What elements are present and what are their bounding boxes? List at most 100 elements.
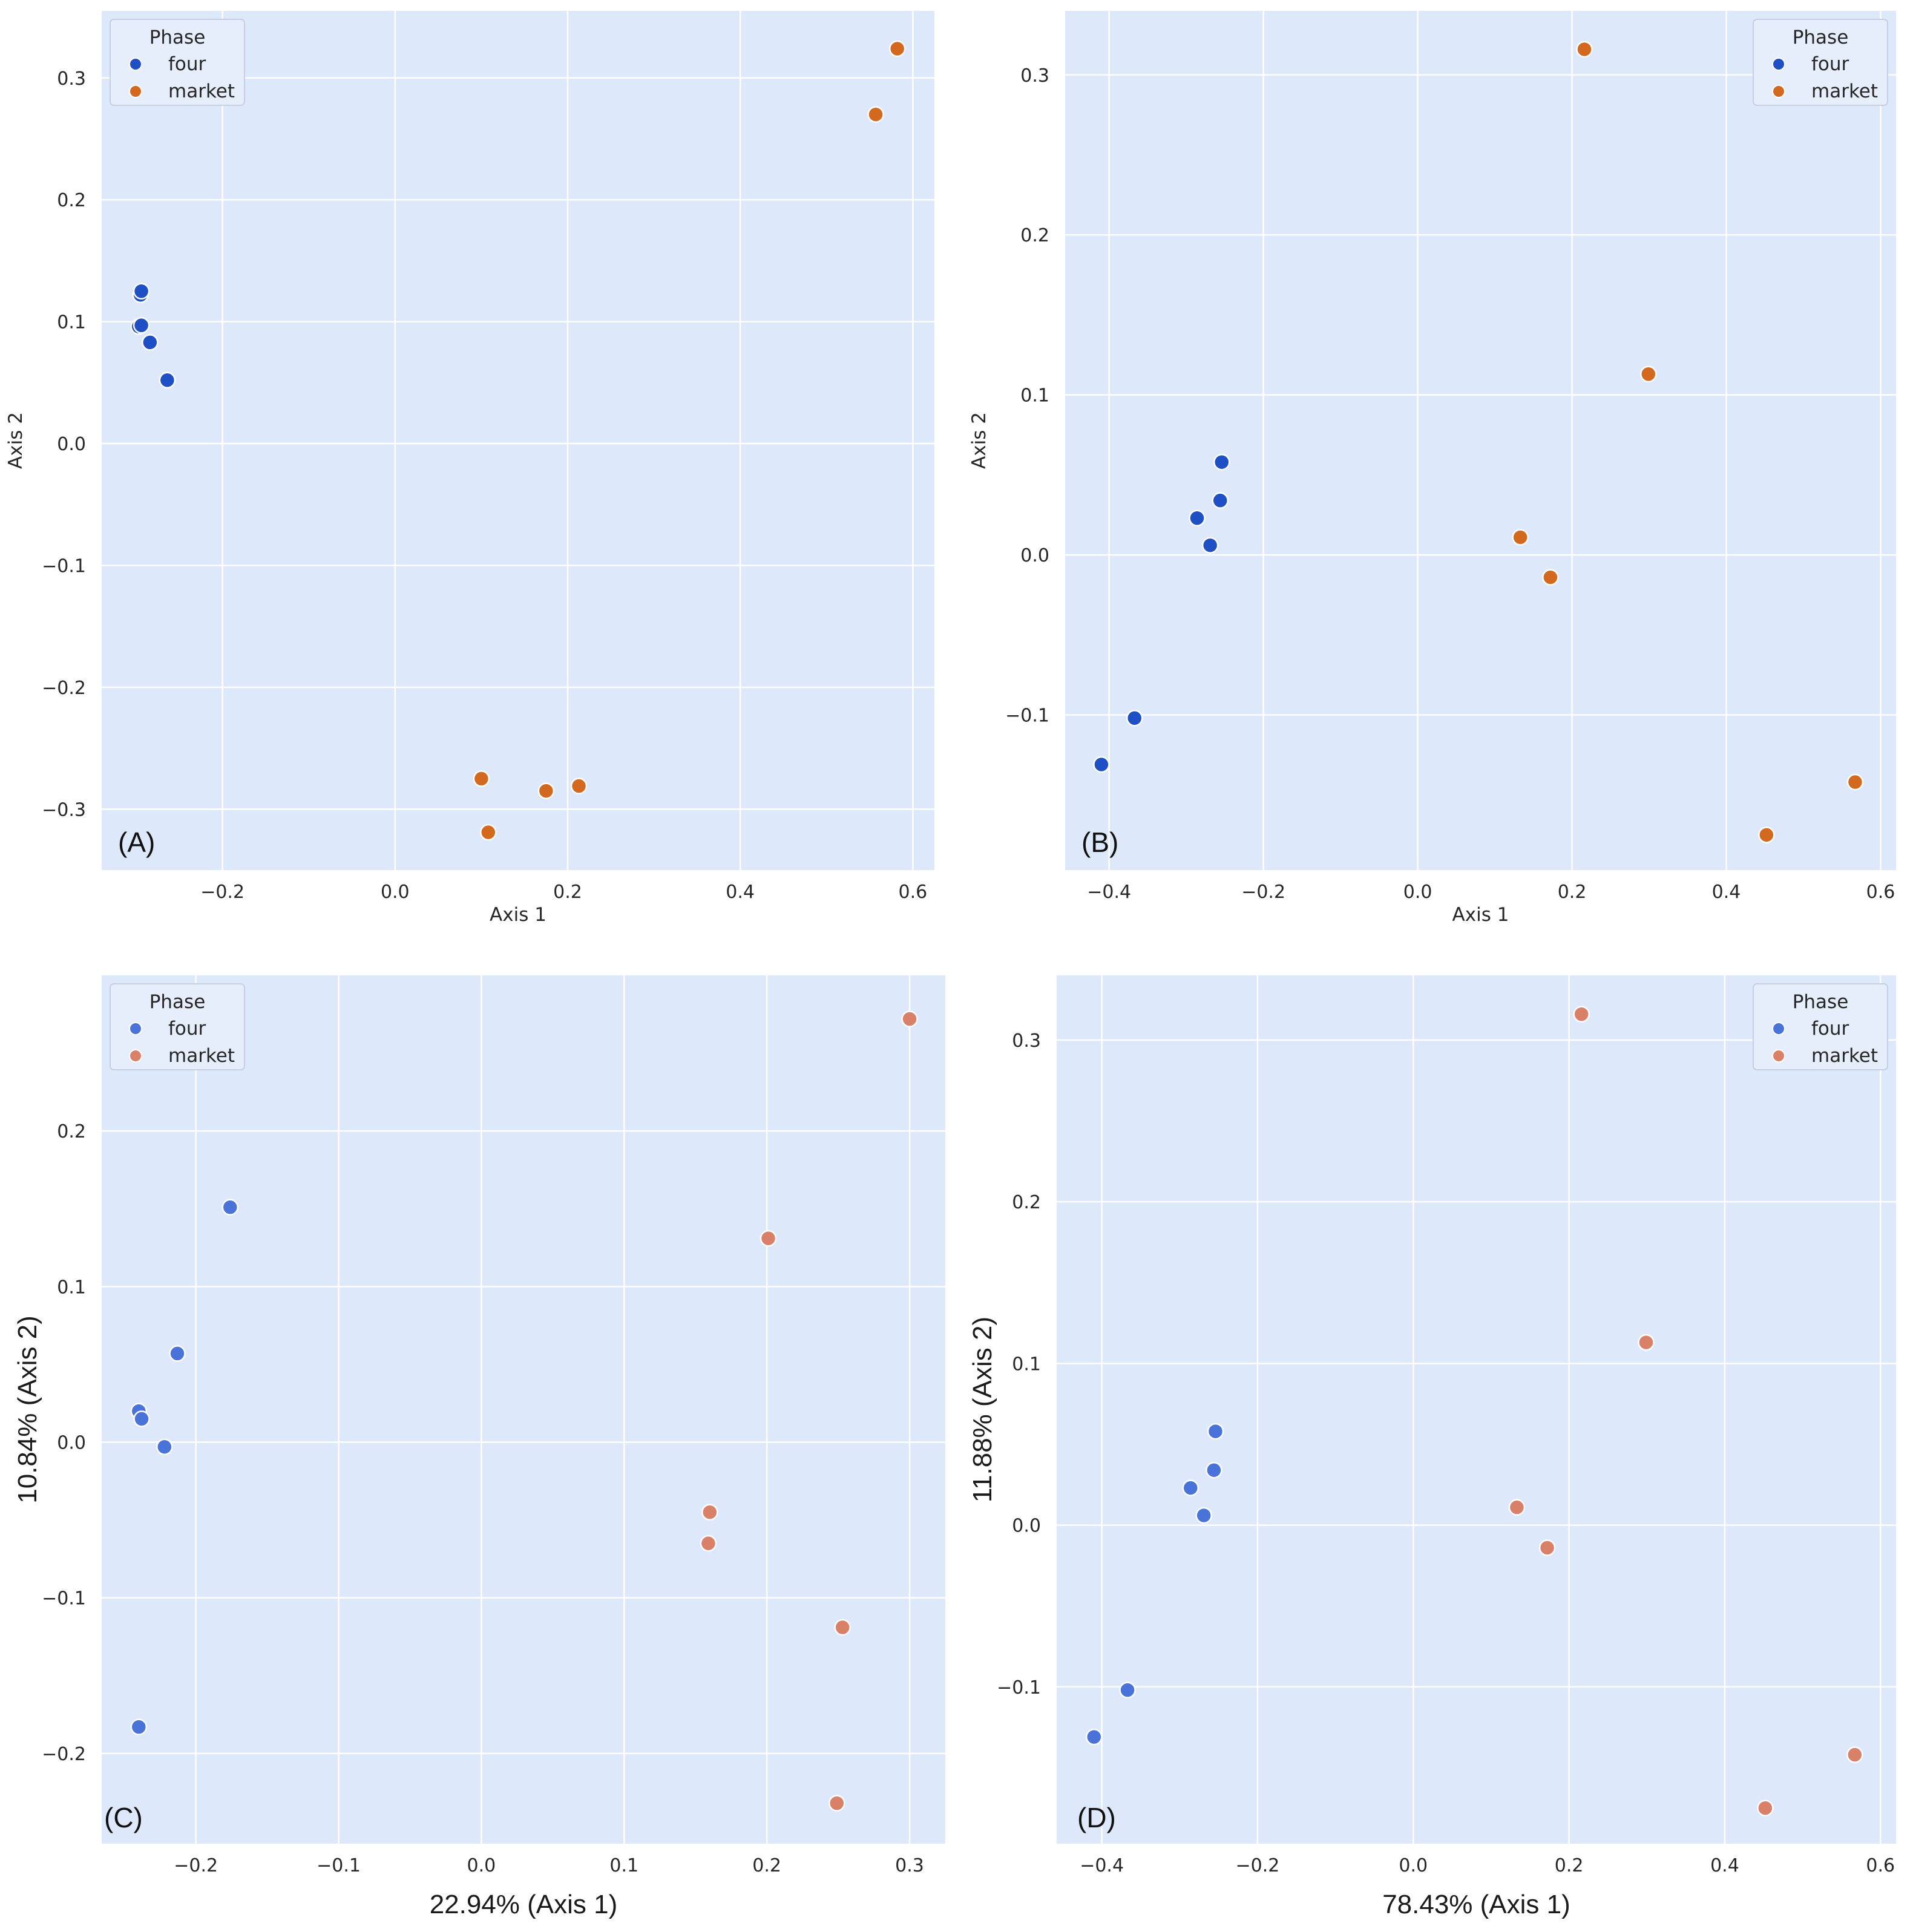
legend-marker-market <box>129 85 142 98</box>
y-axis-label: 10.84% (Axis 2) <box>13 1315 42 1504</box>
data-point-four <box>159 372 176 389</box>
legend: Phase four market <box>110 983 245 1070</box>
data-point-four <box>169 1345 186 1362</box>
x-tick-label: 0.0 <box>381 882 410 903</box>
data-point-four <box>133 1410 150 1427</box>
data-point-market <box>1640 365 1657 383</box>
plot-area <box>1057 975 1896 1844</box>
data-point-four <box>1119 1681 1136 1698</box>
legend-title: Phase <box>149 27 206 48</box>
panel-d: −0.4 −0.2 0.0 0.2 0.4 0.6 −0.1 0.0 0.1 0.2 0.3 78.4… <box>968 975 1896 1919</box>
x-tick-label: 0.4 <box>1710 1855 1739 1876</box>
data-point-four <box>1207 1423 1224 1440</box>
data-point-market <box>570 778 588 794</box>
data-point-four <box>142 334 159 351</box>
data-point-market <box>1542 569 1559 586</box>
x-axis-label: Axis 1 <box>1452 904 1509 926</box>
legend-label-market: market <box>168 1045 235 1067</box>
data-point-four <box>221 1199 239 1216</box>
x-tick-label: −0.2 <box>1241 882 1285 903</box>
y-tick-label: 0.0 <box>1020 545 1049 566</box>
data-point-four <box>1093 756 1110 773</box>
data-point-market <box>480 824 497 841</box>
panel-tag: (B) <box>1081 827 1118 858</box>
data-point-market <box>1846 1746 1863 1763</box>
x-axis-label: Axis 1 <box>490 904 546 926</box>
y-tick-label: −0.1 <box>997 1677 1041 1698</box>
y-tick-label: 0.1 <box>1012 1354 1041 1375</box>
data-point-four <box>133 283 150 300</box>
x-tick-label: 0.3 <box>895 1855 924 1876</box>
legend-marker-four <box>1772 57 1785 71</box>
x-tick-label: 0.2 <box>553 882 582 903</box>
plot-area <box>1065 11 1896 870</box>
panel-b: −0.4 −0.2 0.0 0.2 0.4 0.6 −0.1 0.0 0.1 0.2 0.3 Axis… <box>968 11 1896 926</box>
legend-label-market: market <box>1811 1045 1878 1067</box>
legend: Phase four market <box>1753 19 1888 106</box>
data-point-market <box>1573 1006 1590 1023</box>
data-point-market <box>700 1534 717 1552</box>
y-tick-label: 0.1 <box>57 1277 86 1298</box>
y-tick-label: 0.2 <box>1020 225 1049 246</box>
y-tick-label: 0.2 <box>1012 1192 1041 1213</box>
plot-area <box>102 975 945 1844</box>
legend-title: Phase <box>1793 27 1849 48</box>
x-tick-label: −0.2 <box>174 1855 218 1876</box>
x-tick-label: −0.2 <box>200 882 244 903</box>
legend-box <box>1753 983 1888 1070</box>
legend-box <box>1753 19 1888 106</box>
legend-title: Phase <box>149 991 206 1013</box>
y-tick-label: −0.1 <box>42 1588 86 1609</box>
y-tick-label: 0.2 <box>57 1121 86 1142</box>
panel-tag: (D) <box>1077 1802 1116 1833</box>
data-point-market <box>901 1010 918 1027</box>
panel-tag: (C) <box>104 1802 143 1833</box>
data-point-four <box>1212 492 1229 509</box>
legend-label-four: four <box>1811 1018 1849 1040</box>
y-tick-label: 0.3 <box>1020 65 1049 87</box>
x-tick-label: 0.6 <box>1866 1855 1895 1876</box>
data-point-four <box>156 1438 173 1455</box>
legend-marker-four <box>129 57 142 71</box>
y-tick-label: −0.1 <box>1005 706 1049 727</box>
x-tick-label: 0.0 <box>1399 1855 1428 1876</box>
data-point-market <box>1538 1539 1556 1556</box>
data-point-four <box>133 316 150 334</box>
legend-marker-four <box>1772 1022 1785 1035</box>
plot-area <box>102 11 934 870</box>
series-four <box>1086 1423 1224 1746</box>
legend: Phase four market <box>1753 983 1888 1070</box>
x-axis-label: 22.94% (Axis 1) <box>430 1890 618 1919</box>
data-point-market <box>888 40 906 57</box>
y-axis-label: Axis 2 <box>5 412 27 469</box>
panel-c: −0.2 −0.1 0.0 0.1 0.2 0.3 −0.2 −0.1 0.0 0.1 0.2 22.… <box>13 975 945 1919</box>
legend: Phase four market <box>110 19 245 106</box>
x-axis-label: 78.43% (Axis 1) <box>1382 1890 1570 1919</box>
y-tick-label: 0.1 <box>1020 385 1049 407</box>
data-point-four <box>1182 1479 1199 1496</box>
data-point-four <box>1126 710 1143 727</box>
data-point-market <box>834 1619 851 1636</box>
y-axis-label: 11.88% (Axis 2) <box>968 1317 997 1502</box>
legend-label-four: four <box>168 1018 206 1040</box>
x-tick-label: −0.1 <box>317 1855 361 1876</box>
x-tick-label: 0.1 <box>609 1855 638 1876</box>
x-tick-label: −0.4 <box>1087 882 1131 903</box>
x-tick-label: 0.6 <box>1866 882 1895 903</box>
x-tick-label: −0.4 <box>1080 1855 1124 1876</box>
data-point-market <box>1846 773 1864 791</box>
legend-box <box>110 19 245 106</box>
y-tick-label: −0.2 <box>42 1744 86 1765</box>
series-market <box>1508 1006 1863 1816</box>
legend-label-four: four <box>1811 53 1849 75</box>
data-point-four <box>1201 537 1219 554</box>
data-point-market <box>828 1795 845 1812</box>
x-tick-label: 0.2 <box>1558 882 1587 903</box>
legend-marker-market <box>1772 85 1785 98</box>
data-point-market <box>1638 1334 1655 1351</box>
data-point-four <box>130 1718 148 1735</box>
panel-a: −0.2 0.0 0.2 0.4 0.6 −0.3 −0.2 −0.1 0.0 0.1 0.2 0.3… <box>5 11 934 926</box>
y-tick-label: 0.0 <box>1012 1516 1041 1537</box>
series-four <box>130 1199 239 1735</box>
legend-label-four: four <box>168 53 206 75</box>
